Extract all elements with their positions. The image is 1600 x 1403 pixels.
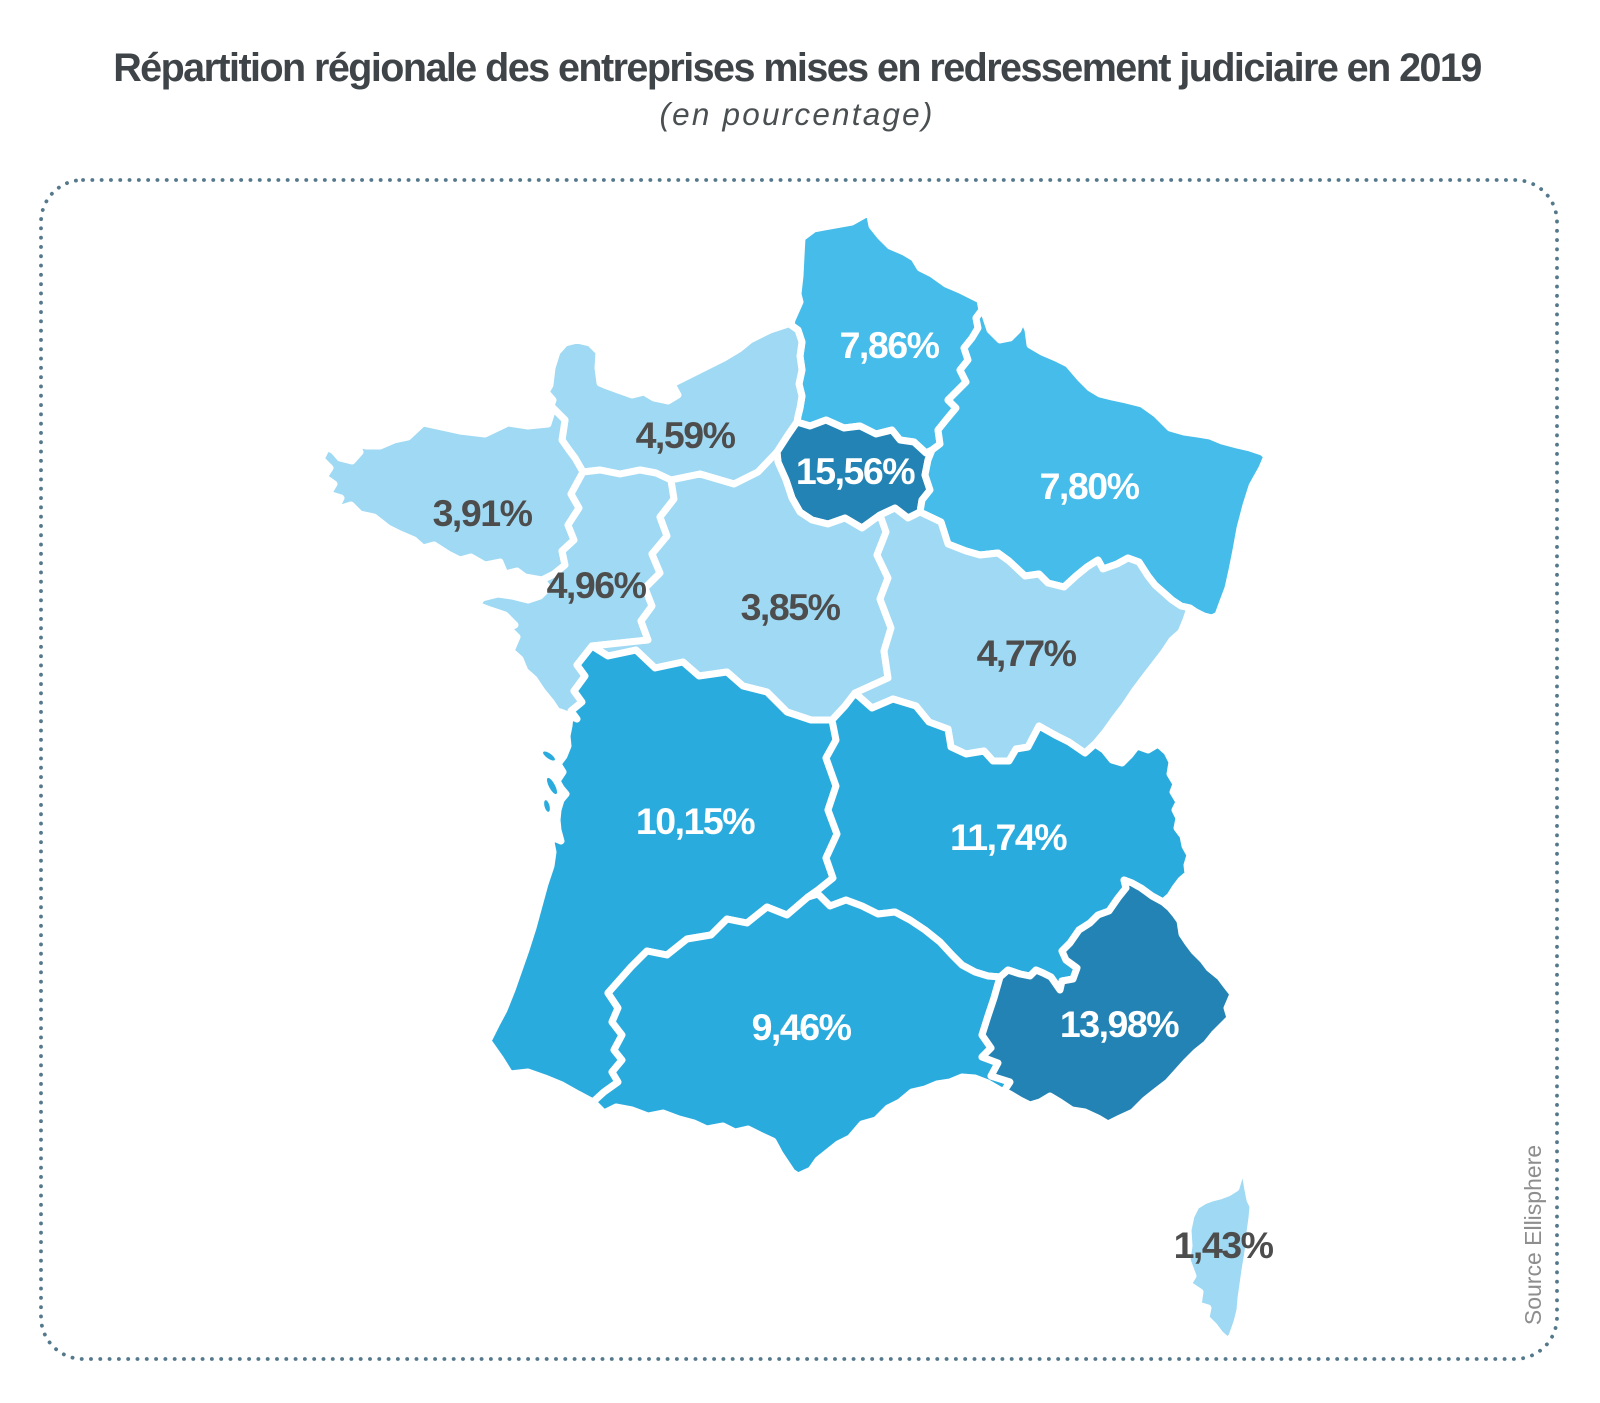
svg-text:4,59%: 4,59% [636,414,736,456]
svg-text:Répartition régionale des entr: Répartition régionale des entreprises mi… [113,46,1481,90]
svg-text:1,43%: 1,43% [1174,1224,1274,1266]
svg-text:3,91%: 3,91% [433,492,533,534]
svg-text:3,85%: 3,85% [741,586,841,628]
svg-text:7,86%: 7,86% [840,324,940,366]
svg-text:10,15%: 10,15% [636,800,755,842]
svg-text:13,98%: 13,98% [1060,1003,1179,1045]
svg-text:4,77%: 4,77% [977,632,1077,674]
svg-text:4,96%: 4,96% [547,564,647,606]
svg-text:(en pourcentage): (en pourcentage) [659,96,934,132]
svg-text:11,74%: 11,74% [950,816,1067,858]
svg-text:Source Ellisphere: Source Ellisphere [1520,1145,1546,1325]
svg-text:7,80%: 7,80% [1040,465,1140,507]
svg-text:15,56%: 15,56% [796,450,915,492]
svg-text:9,46%: 9,46% [752,1006,852,1048]
